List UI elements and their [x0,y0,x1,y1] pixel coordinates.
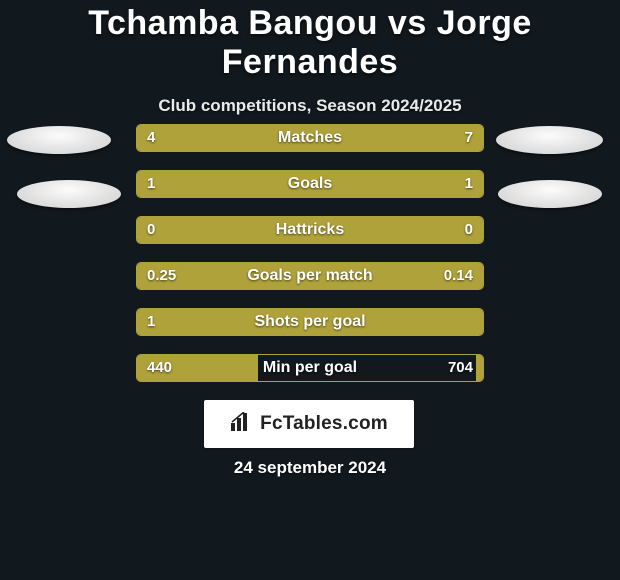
metric-value-left: 1 [147,309,155,335]
bar-track: Goals11 [136,170,484,198]
bar-track: Matches47 [136,124,484,152]
metric-value-left: 4 [147,125,155,151]
bar-track: Shots per goal1 [136,308,484,336]
page-title: Tchamba Bangou vs Jorge Fernandes [0,4,620,82]
metric-row: Min per goal440704 [0,354,620,400]
metric-row: Hattricks00 [0,216,620,262]
metric-value-left: 440 [147,355,172,381]
metric-value-right: 1 [465,171,473,197]
metric-value-left: 1 [147,171,155,197]
metric-row: Goals per match0.250.14 [0,262,620,308]
logo-text: FcTables.com [260,413,388,435]
date-text: 24 september 2024 [0,458,620,478]
metric-row: Goals11 [0,170,620,216]
metric-value-right: 7 [465,125,473,151]
metric-value-right: 0 [465,217,473,243]
metric-value-left: 0.25 [147,263,176,289]
page-subtitle: Club competitions, Season 2024/2025 [0,96,620,116]
bar-left-fill [137,171,310,197]
metric-row: Matches47 [0,124,620,170]
logo-badge: FcTables.com [204,400,414,448]
bar-track: Hattricks00 [136,216,484,244]
bar-left-fill [137,309,483,335]
bar-left-fill [137,217,483,243]
metric-value-left: 0 [147,217,155,243]
metric-value-right: 0.14 [444,263,473,289]
bar-track: Goals per match0.250.14 [136,262,484,290]
metric-row: Shots per goal1 [0,308,620,354]
comparison-infographic: Tchamba Bangou vs Jorge Fernandes Club c… [0,4,620,580]
bar-right-fill [310,171,483,197]
bar-track: Min per goal440704 [136,354,484,382]
bars-icon [230,412,254,437]
bar-left-fill [137,125,262,151]
metric-value-right: 704 [448,355,473,381]
bar-right-fill [476,355,483,381]
bar-right-fill [262,125,483,151]
